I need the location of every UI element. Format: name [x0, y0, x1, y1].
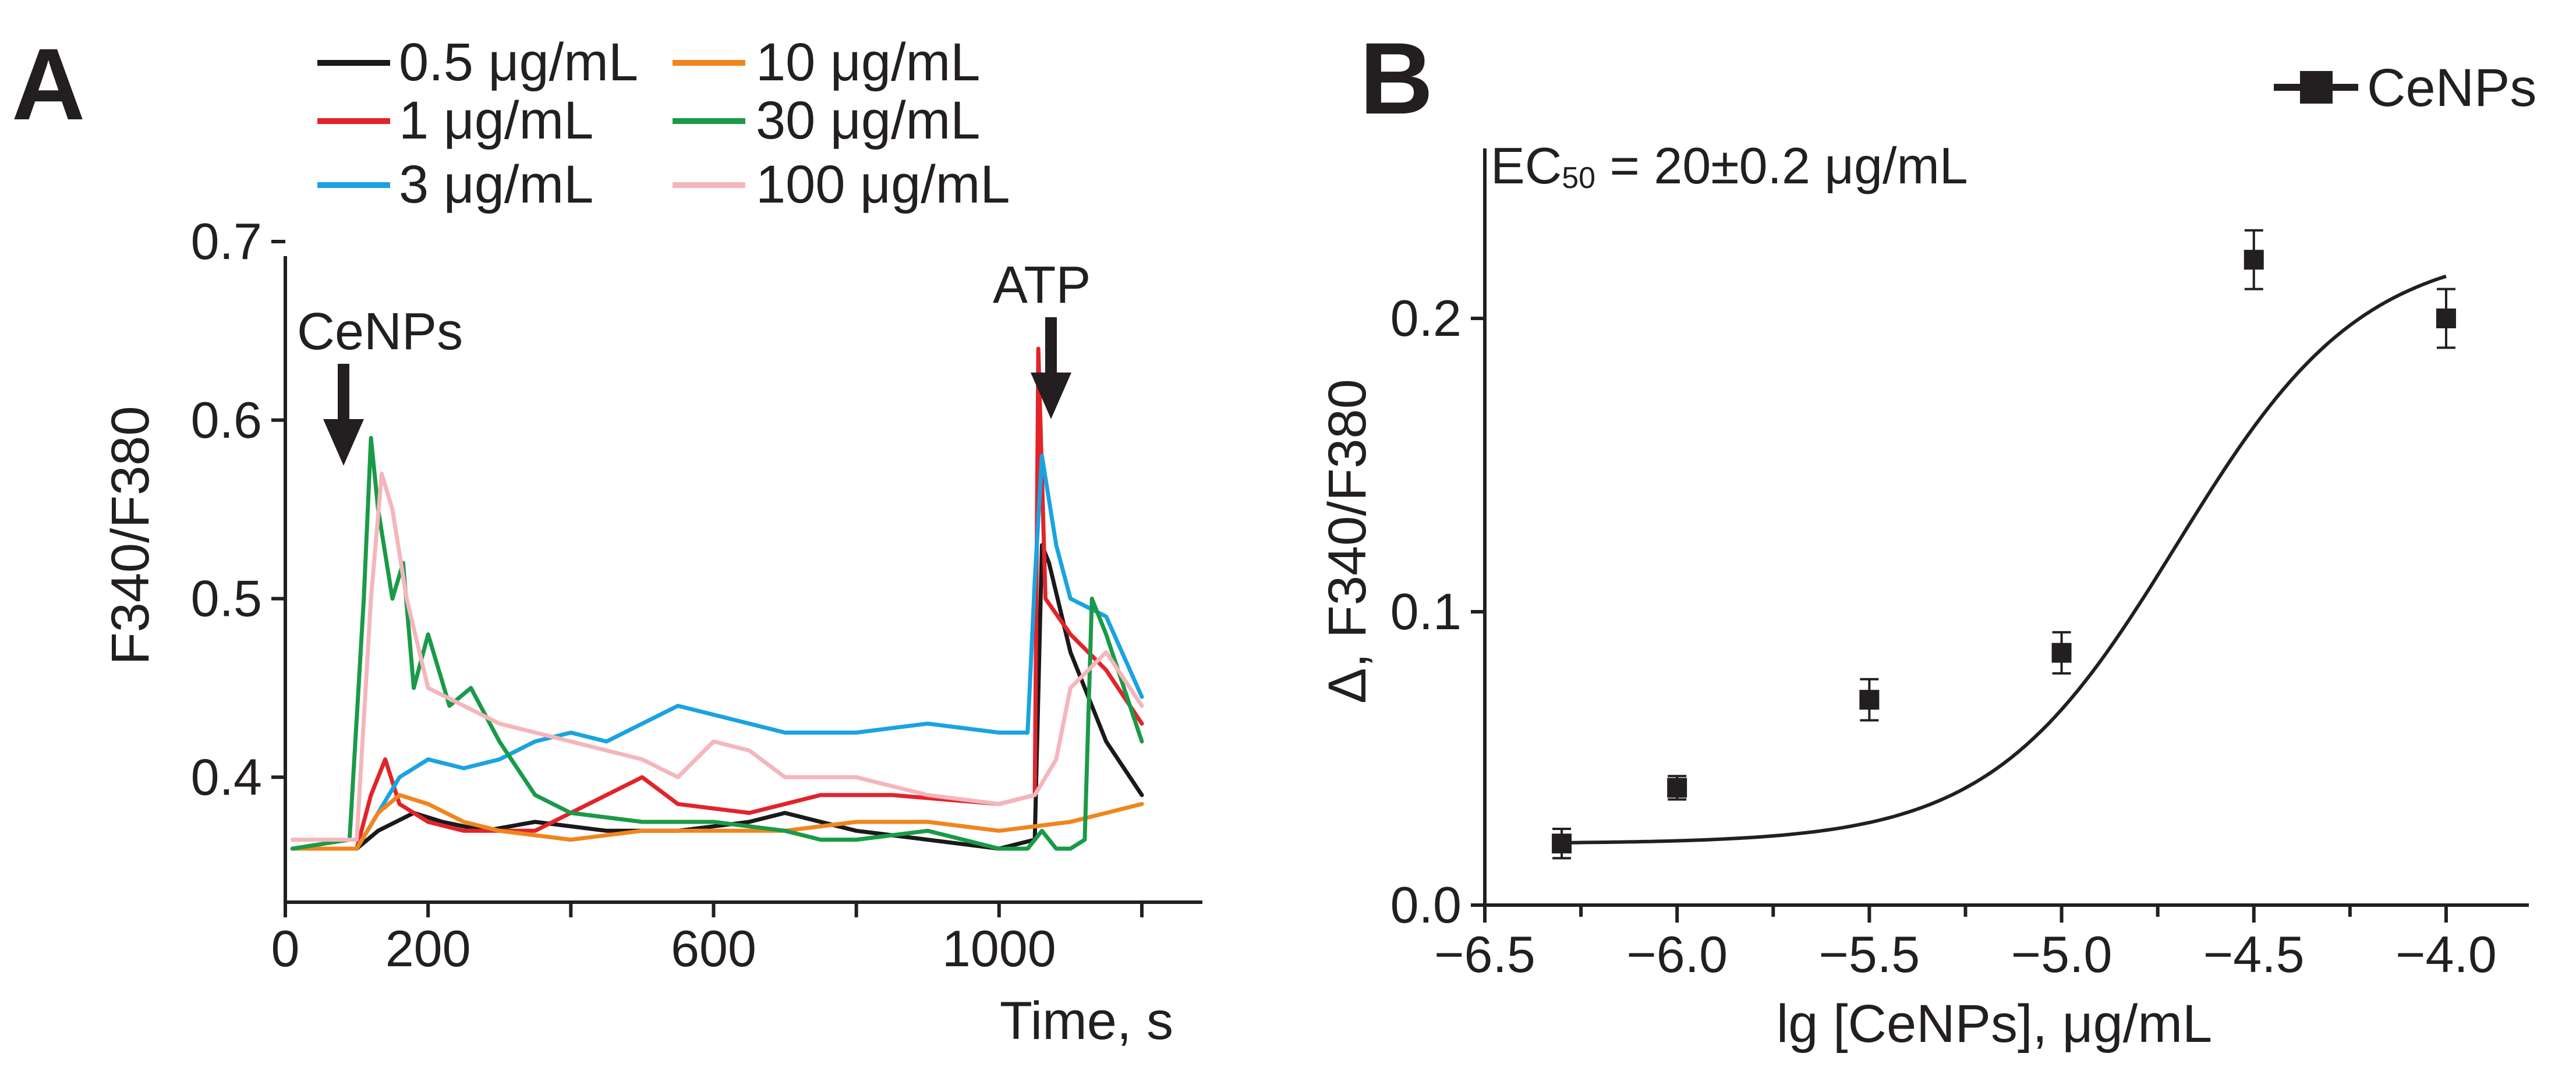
legend-label-0: 0.5 μg/mL	[399, 33, 638, 92]
data-point	[2051, 643, 2072, 663]
series-line-1	[290, 346, 1144, 851]
series-line-2	[290, 453, 1144, 851]
annotation-cenps-label: CeNPs	[297, 303, 463, 361]
x-tick-label-a: 600	[671, 920, 756, 977]
x-tick-label-b: −4.0	[2395, 925, 2497, 983]
x-ticks-b: −6.5 −6.0 −5.5 −5.0 −4.5 −4.0	[1434, 905, 2497, 983]
annotation-cenps-arrow	[323, 364, 364, 466]
annotation-atp-label: ATP	[993, 256, 1091, 314]
ec50-prefix: EC	[1491, 137, 1562, 194]
y-tick-label-b: 0.0	[1390, 876, 1462, 934]
x-tick-label-a: 1000	[942, 920, 1056, 977]
fit-group-b	[1562, 274, 2447, 845]
y-tick-label-b: 0.1	[1390, 583, 1462, 640]
ec50-subscript: 50	[1562, 161, 1595, 195]
fit-curve	[1562, 274, 2447, 845]
x-tick-label-b: −5.5	[1819, 925, 1920, 983]
legend-label-3: 10 μg/mL	[756, 33, 980, 92]
x-tick-label-b: −4.5	[2203, 925, 2305, 983]
y-ticks-b: 0.0 0.1 0.2	[1390, 289, 1485, 934]
legend-b-label: CeNPs	[2367, 58, 2536, 118]
x-axis-title-a: Time, s	[1000, 991, 1173, 1051]
x-tick-label-b: −6.5	[1434, 925, 1535, 983]
ec50-annotation: EC50 = 20±0.2 μg/mL	[1491, 137, 1968, 195]
legend-item-1: 1 μg/mL	[317, 91, 593, 150]
data-point	[1667, 778, 1687, 798]
ec50-value: = 20±0.2 μg/mL	[1595, 137, 1968, 194]
data-point	[2436, 308, 2456, 328]
legend-item-2: 3 μg/mL	[317, 155, 593, 214]
y-axis-title-a: F340/F380	[101, 406, 160, 665]
y-tick-label-a: 0.7	[191, 212, 262, 270]
data-point	[2244, 250, 2264, 270]
y-axis-title-b: Δ, F340/F380	[1318, 379, 1377, 704]
points-group-b	[1552, 229, 2456, 860]
panel-b: B CeNPs EC50 = 20±0.2 μg/mL 0.0 0.1 0.2 −6…	[1318, 22, 2536, 1054]
legend-item-0: 0.5 μg/mL	[317, 33, 638, 92]
x-axis-title-b: lg [CeNPs], μg/mL	[1777, 994, 2212, 1054]
legend-label-2: 3 μg/mL	[399, 155, 593, 214]
y-ticks-a: 0.4 0.5 0.6 0.7	[191, 212, 285, 806]
y-tick-label-b: 0.2	[1390, 289, 1462, 347]
series-line-5	[290, 471, 1144, 842]
legend-label-5: 100 μg/mL	[756, 155, 1010, 214]
x-tick-label-a: 0	[271, 920, 300, 977]
legend-item-5: 100 μg/mL	[673, 155, 1010, 214]
legend-b-swatch-marker	[2300, 71, 2333, 104]
legend-label-1: 1 μg/mL	[399, 91, 593, 150]
annotation-cenps: CeNPs	[297, 303, 463, 466]
annotation-atp: ATP	[993, 256, 1091, 419]
x-tick-label-b: −5.0	[2011, 925, 2113, 983]
legend-b: CeNPs	[2274, 58, 2536, 118]
panel-a-letter: A	[12, 28, 85, 141]
series-line-3	[290, 793, 1144, 851]
x-ticks-a: 0 200 600 1000	[271, 902, 1144, 977]
legend-item-3: 10 μg/mL	[673, 33, 980, 92]
legend-a: 0.5 μg/mL 1 μg/mL 3 μg/mL 10 μg/mL 30 μg…	[317, 33, 1010, 214]
x-tick-label-b: −6.0	[1626, 925, 1728, 983]
y-tick-label-a: 0.5	[191, 570, 262, 627]
panel-b-letter: B	[1360, 22, 1433, 136]
y-tick-label-a: 0.6	[191, 391, 262, 449]
data-point	[1859, 690, 1880, 710]
panel-a: A 0.5 μg/mL 1 μg/mL 3 μg/mL 10 μg/mL 30 …	[12, 28, 1202, 1051]
series-group-a	[290, 346, 1144, 851]
legend-item-4: 30 μg/mL	[673, 91, 980, 150]
legend-label-4: 30 μg/mL	[756, 91, 980, 150]
series-line-4	[290, 435, 1144, 851]
x-tick-label-a: 200	[385, 920, 471, 977]
data-point	[1552, 834, 1572, 854]
annotation-atp-arrow	[1031, 317, 1071, 419]
y-tick-label-a: 0.4	[191, 748, 262, 806]
